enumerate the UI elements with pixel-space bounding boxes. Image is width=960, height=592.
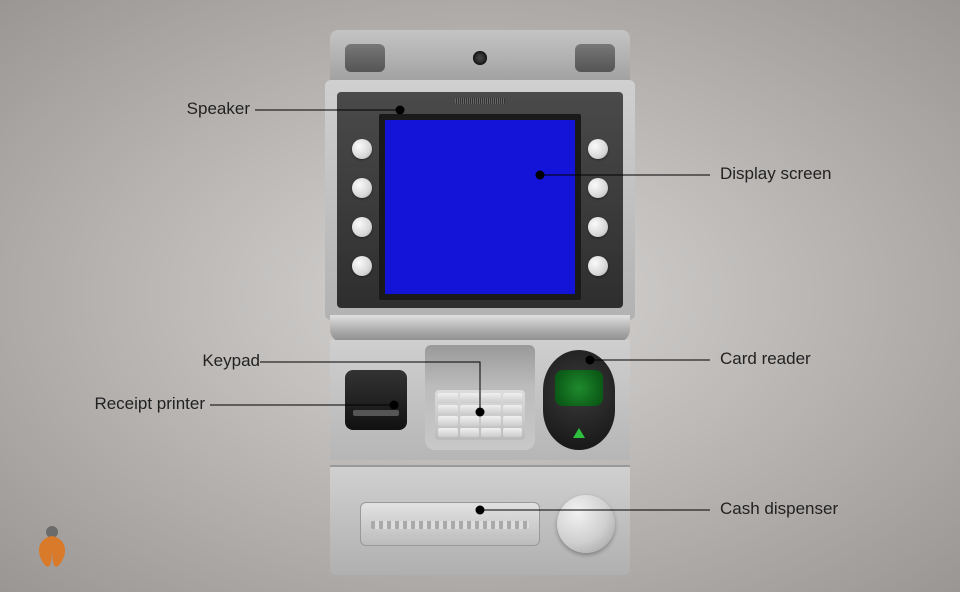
display-screen (379, 114, 581, 300)
receipt-printer (345, 370, 407, 430)
keypad-well (425, 345, 535, 450)
label-receipt: Receipt printer (94, 394, 205, 414)
upper-panel (325, 80, 635, 320)
speaker-grille (455, 98, 505, 104)
card-reader (543, 350, 615, 450)
atm-machine (325, 30, 635, 575)
atm-hood (330, 30, 630, 85)
side-button (588, 178, 608, 198)
label-keypad: Keypad (202, 351, 260, 371)
side-button (352, 139, 372, 159)
keypad (435, 390, 525, 440)
label-display: Display screen (720, 164, 832, 184)
camera-icon (473, 51, 487, 65)
side-button (352, 256, 372, 276)
lower-panel (330, 465, 630, 575)
knob (557, 495, 615, 553)
hood-pad-left (345, 44, 385, 72)
label-speaker: Speaker (187, 99, 250, 119)
logo-icon (30, 524, 74, 572)
card-slot (555, 370, 603, 406)
screen-bezel (337, 92, 623, 308)
cash-dispenser (360, 502, 540, 546)
mid-panel (330, 340, 630, 460)
label-cash: Cash dispenser (720, 499, 838, 519)
side-buttons-left (345, 114, 379, 300)
arrow-up-icon (573, 428, 585, 438)
side-button (588, 256, 608, 276)
side-button (352, 178, 372, 198)
side-button (352, 217, 372, 237)
side-button (588, 217, 608, 237)
label-card: Card reader (720, 349, 811, 369)
side-button (588, 139, 608, 159)
privacy-guard (330, 315, 630, 343)
side-buttons-right (581, 114, 615, 300)
hood-pad-right (575, 44, 615, 72)
